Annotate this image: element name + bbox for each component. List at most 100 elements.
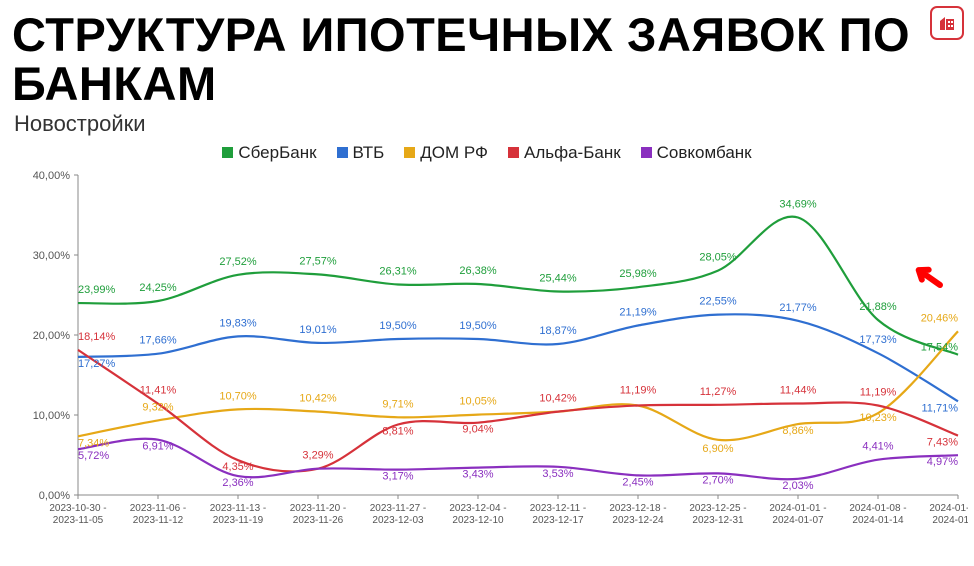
data-label: 9,04% [462,424,493,436]
legend-item: Совкомбанк [641,143,752,163]
line-chart: 0,00%10,00%20,00%30,00%40,00%2023-10-30 … [18,165,968,565]
data-label: 18,14% [78,331,116,343]
x-tick-label: 2023-11-20 - [290,503,347,514]
legend-item: ДОМ РФ [404,143,488,163]
x-tick-label: 2024-01-08 - [849,503,906,514]
data-label: 8,86% [782,425,813,437]
legend-item: Альфа-Банк [508,143,621,163]
x-tick-label: 2023-11-05 [53,515,104,526]
data-label: 10,42% [539,393,577,405]
x-tick-label: 2023-12-17 [532,515,584,526]
data-label: 11,19% [620,385,657,397]
data-label: 2,03% [782,480,813,492]
data-label: 11,27% [700,386,737,398]
data-label: 2,45% [622,477,653,489]
series-line [78,331,958,440]
data-label: 17,73% [859,334,897,346]
data-label: 27,52% [219,256,257,268]
data-label: 23,99% [78,284,116,296]
x-tick-label: 2024-01-01 - [769,503,826,514]
legend-item: СберБанк [222,143,316,163]
data-label: 4,35% [222,461,253,473]
series-line [78,315,958,402]
x-tick-label: 2023-12-31 [692,515,744,526]
data-label: 3,29% [302,450,333,462]
data-label: 2,70% [702,475,733,487]
x-tick-label: 2024-01-07 [772,515,824,526]
data-label: 10,70% [219,391,257,403]
data-label: 3,43% [462,469,493,481]
x-tick-label: 2023-11-27 - [370,503,427,514]
data-label: 5,72% [78,450,109,462]
x-tick-label: 2023-11-19 [213,515,264,526]
data-label: 2,36% [222,477,253,489]
data-label: 11,41% [140,385,177,397]
x-tick-label: 2023-12-10 [452,515,504,526]
x-tick-label: 2023-11-13 - [210,503,267,514]
data-label: 28,05% [699,252,737,264]
x-tick-label: 2023-10-30 - [49,503,106,514]
series-line [78,350,958,472]
legend-swatch [222,147,233,158]
x-tick-label: 2023-12-18 - [609,503,666,514]
data-label: 19,83% [219,318,257,330]
x-tick-label: 2023-12-04 - [449,503,506,514]
data-label: 25,98% [619,268,657,280]
data-label: 19,01% [299,324,337,336]
legend-item: ВТБ [337,143,385,163]
logo-badge [930,6,964,40]
data-label: 11,71% [922,403,959,415]
data-label: 8,81% [382,426,413,438]
data-label: 21,19% [619,307,657,319]
data-label: 27,57% [299,256,337,268]
y-tick-label: 20,00% [33,330,71,342]
y-tick-label: 10,00% [33,410,71,422]
data-label: 21,88% [859,301,897,313]
page-subtitle: Новостройки [14,111,962,137]
data-label: 11,19% [860,387,897,399]
data-label: 4,41% [862,441,893,453]
data-label: 10,05% [459,396,497,408]
data-label: 26,31% [379,266,417,278]
data-label: 6,91% [142,441,173,453]
data-label: 3,17% [382,471,413,483]
data-label: 21,77% [779,302,817,314]
data-label: 22,55% [699,296,737,308]
data-label: 7,43% [927,437,958,449]
x-tick-label: 2023-11-06 - [130,503,187,514]
data-label: 26,38% [459,265,497,277]
x-tick-label: 2023-11-12 [133,515,184,526]
x-tick-label: 2024-01-14 [852,515,904,526]
data-label: 20,46% [921,313,959,325]
y-tick-label: 40,00% [33,170,71,182]
data-label: 25,44% [539,273,577,285]
data-label: 18,87% [539,325,577,337]
data-label: 7,34% [78,437,109,449]
data-label: 19,50% [459,320,497,332]
data-label: 11,44% [780,385,817,397]
data-label: 10,23% [859,412,897,424]
legend-label: Совкомбанк [657,143,752,163]
chart-legend: СберБанк ВТБ ДОМ РФ Альфа-Банк Совкомбанк [12,143,962,164]
data-label: 4,97% [927,456,958,468]
x-tick-label: 2024-01-21 [932,515,968,526]
data-label: 19,50% [379,320,417,332]
data-label: 9,32% [142,402,173,414]
x-tick-label: 2023-11-26 [293,515,344,526]
y-tick-label: 0,00% [39,490,70,502]
data-label: 3,53% [542,468,573,480]
legend-swatch [641,147,652,158]
x-tick-label: 2023-12-11 - [530,503,587,514]
data-label: 24,25% [139,282,177,294]
arrow-annotation [915,265,943,290]
data-label: 17,27% [78,358,116,370]
x-tick-label: 2023-12-24 [612,515,664,526]
x-tick-label: 2023-12-03 [372,515,424,526]
legend-swatch [404,147,415,158]
data-label: 6,90% [702,443,733,455]
building-icon [937,13,957,33]
legend-swatch [508,147,519,158]
x-tick-label: 2024-01-15 - [929,503,968,514]
legend-label: ДОМ РФ [420,143,488,163]
data-label: 34,69% [779,199,817,211]
